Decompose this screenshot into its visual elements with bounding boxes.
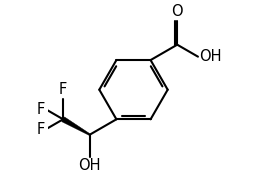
Text: F: F [59,82,67,97]
Polygon shape [62,117,90,135]
Text: O: O [171,4,183,19]
Text: OH: OH [199,49,221,64]
Text: F: F [36,122,45,137]
Text: F: F [36,101,45,117]
Text: OH: OH [78,158,101,173]
